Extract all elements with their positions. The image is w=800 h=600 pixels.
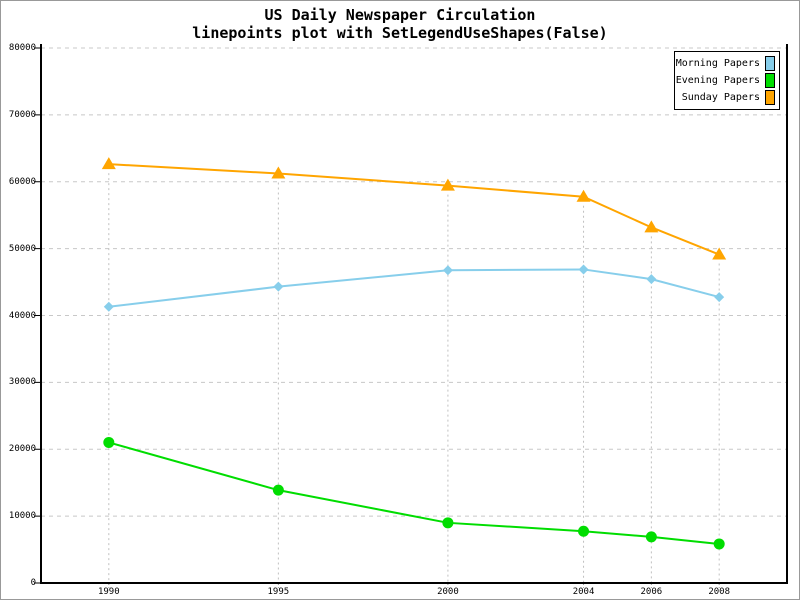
legend-item-sunday-papers: Sunday Papers	[677, 89, 775, 106]
marker-diamond-morning-papers	[103, 301, 114, 312]
marker-circle-evening-papers	[103, 436, 115, 448]
chart-title: US Daily Newspaper Circulation	[264, 6, 536, 24]
legend-label: Evening Papers	[675, 75, 760, 86]
y-axis-tick-label: 10000	[8, 511, 36, 522]
chart-titles: US Daily Newspaper Circulation linepoint…	[1, 6, 799, 42]
marker-diamond-morning-papers	[714, 292, 725, 303]
marker-diamond-morning-papers	[646, 274, 657, 285]
legend-item-evening-papers: Evening Papers	[675, 72, 775, 89]
x-axis-tick-label: 2008	[708, 587, 731, 597]
marker-triangle-sunday-papers	[644, 220, 659, 233]
x-axis-tick-label: 2000	[437, 587, 459, 597]
legend-swatch	[765, 90, 775, 105]
marker-triangle-sunday-papers	[101, 157, 116, 170]
marker-circle-evening-papers	[442, 517, 454, 529]
y-axis-tick-label: 30000	[8, 377, 36, 388]
series-line-evening-papers	[108, 441, 720, 545]
marker-circle-evening-papers	[272, 484, 284, 496]
x-axis-tick-label: 1990	[97, 587, 120, 597]
y-axis-tick-label: 80000	[8, 43, 36, 53]
legend-item-morning-papers: Morning Papers	[675, 55, 775, 72]
x-axis-tick-label: 2006	[640, 587, 663, 597]
series-line-sunday-papers	[108, 163, 720, 256]
marker-diamond-morning-papers	[578, 264, 589, 275]
y-axis-tick-label: 40000	[8, 310, 36, 321]
y-axis-tick-label: 60000	[8, 176, 36, 187]
series-line-morning-papers	[108, 268, 720, 308]
marker-circle-evening-papers	[645, 531, 657, 543]
y-axis-tick-label: 0	[30, 578, 36, 588]
y-axis-tick-label: 20000	[8, 444, 36, 455]
chart-subtitle: linepoints plot with SetLegendUseShapes(…	[192, 24, 608, 42]
y-axis-tick-label: 50000	[8, 243, 36, 254]
marker-diamond-morning-papers	[442, 265, 453, 276]
legend: Morning Papers Evening Papers Sunday Paper…	[674, 51, 780, 110]
marker-triangle-sunday-papers	[712, 247, 727, 260]
marker-circle-evening-papers	[713, 538, 725, 550]
marker-triangle-sunday-papers	[440, 178, 455, 191]
y-axis-tick-label: 70000	[8, 109, 36, 120]
marker-triangle-sunday-papers	[576, 189, 591, 202]
legend-swatch	[765, 56, 775, 71]
marker-diamond-morning-papers	[273, 281, 284, 292]
legend-label: Sunday Papers	[681, 92, 760, 103]
x-axis-tick-label: 1995	[267, 587, 290, 597]
x-axis-tick-label: 2004	[572, 587, 595, 597]
marker-circle-evening-papers	[578, 525, 590, 537]
legend-label: Morning Papers	[675, 58, 760, 69]
marker-triangle-sunday-papers	[271, 166, 286, 179]
legend-swatch	[765, 73, 775, 88]
